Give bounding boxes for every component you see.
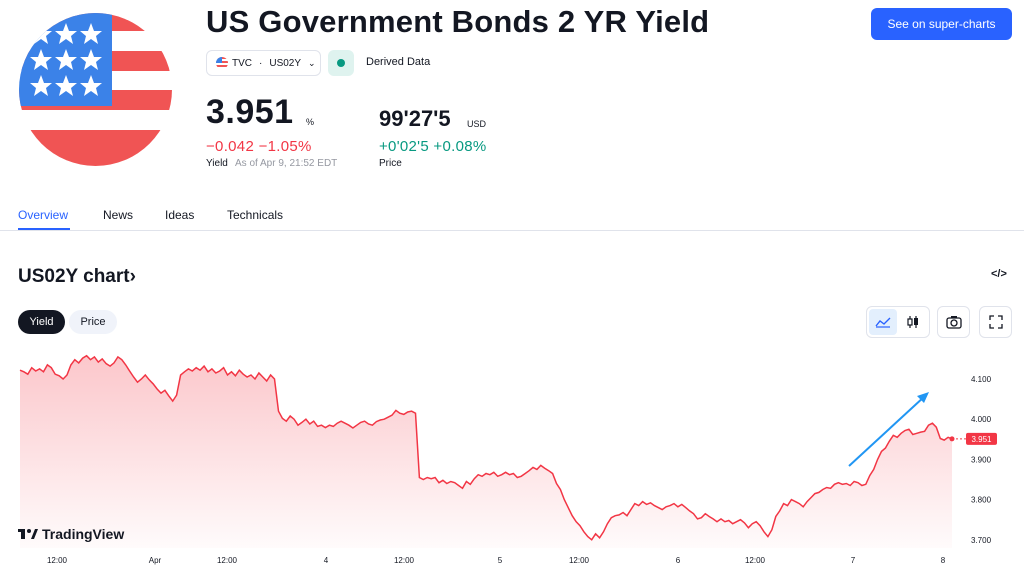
x-tick-label: 4: [324, 556, 329, 565]
yield-chart[interactable]: 4.100 4.000 3.900 3.800 3.700 12:00 Apr 12:00 4…: [0, 345, 1024, 575]
tradingview-logo-icon: [18, 529, 38, 539]
embed-code-icon[interactable]: </>: [991, 268, 1007, 280]
yield-label: Yield: [206, 158, 228, 169]
x-tick-label: 5: [498, 556, 503, 565]
tab-bar: Overview News Ideas Technicals: [0, 200, 1024, 231]
x-tick-label: 12:00: [47, 556, 68, 565]
price-label: Price: [379, 158, 402, 169]
yield-unit: %: [306, 117, 315, 127]
symbol-label: US02Y: [269, 57, 302, 69]
chart-series-line: [19, 354, 953, 541]
y-tick-label: 3.700: [971, 536, 992, 545]
area-chart-icon[interactable]: [869, 309, 897, 335]
derived-data-label: Derived Data: [366, 56, 431, 68]
y-tick-label: 4.000: [971, 415, 992, 424]
us-flag-logo: [19, 13, 172, 166]
trend-arrow-line: [848, 395, 926, 467]
x-tick-label: 12:00: [394, 556, 415, 565]
chart-style-group: [866, 306, 930, 338]
price-toggle-button[interactable]: Price: [69, 310, 117, 334]
fullscreen-icon: [988, 315, 1003, 329]
separator-dot: ·: [259, 57, 263, 69]
y-tick-label: 4.100: [971, 375, 992, 384]
price-change: +0'02'5 +0.08%: [379, 138, 487, 155]
tradingview-logo[interactable]: TradingView: [18, 526, 124, 542]
chevron-right-icon: ›: [129, 266, 136, 287]
x-tick-label: Apr: [149, 556, 162, 565]
yield-toggle-button[interactable]: Yield: [18, 310, 65, 334]
candles-icon[interactable]: [899, 309, 927, 335]
x-tick-label: 12:00: [745, 556, 766, 565]
exchange-label: TVC: [232, 57, 252, 69]
page-title: US Government Bonds 2 YR Yield: [206, 4, 710, 39]
price-value: 99'27'5: [379, 106, 451, 131]
x-tick-label: 6: [676, 556, 681, 565]
status-dot-icon: [337, 59, 345, 67]
tab-technicals[interactable]: Technicals: [227, 208, 284, 222]
last-value-label: 3.951: [971, 435, 992, 444]
y-tick-label: 3.900: [971, 455, 992, 464]
us-flag-icon: [19, 13, 172, 166]
x-tick-label: 7: [851, 556, 856, 565]
chart-section-title[interactable]: US02Y chart›: [18, 266, 136, 288]
trend-arrow-head: [917, 392, 929, 403]
derived-data-badge[interactable]: [328, 50, 354, 76]
tradingview-brand-text: TradingView: [42, 526, 125, 542]
tab-overview[interactable]: Overview: [18, 208, 69, 222]
chart-title-text: US02Y chart: [18, 266, 130, 287]
camera-icon: [945, 316, 962, 329]
as-of-timestamp: As of Apr 9, 21:52 EDT: [235, 158, 338, 169]
symbol-selector[interactable]: TVC · US02Y ⌄: [206, 50, 321, 76]
x-tick-label: 8: [941, 556, 946, 565]
see-on-super-charts-button[interactable]: See on super-charts: [871, 8, 1012, 40]
yield-value: 3.951: [206, 93, 294, 131]
active-tab-indicator: [18, 228, 70, 230]
tab-ideas[interactable]: Ideas: [165, 208, 195, 222]
x-tick-label: 12:00: [569, 556, 590, 565]
fullscreen-button[interactable]: [979, 306, 1012, 338]
chart-area-fill: [20, 355, 952, 548]
us-flag-icon: [216, 57, 228, 69]
snapshot-button[interactable]: [937, 306, 970, 338]
chevron-down-icon: ⌄: [308, 57, 316, 68]
tab-news[interactable]: News: [103, 208, 134, 222]
y-tick-label: 3.800: [971, 496, 992, 505]
price-unit: USD: [467, 119, 487, 129]
last-value-badge: [966, 432, 997, 445]
yield-change: −0.042 −1.05%: [206, 138, 312, 155]
x-tick-label: 12:00: [217, 556, 238, 565]
